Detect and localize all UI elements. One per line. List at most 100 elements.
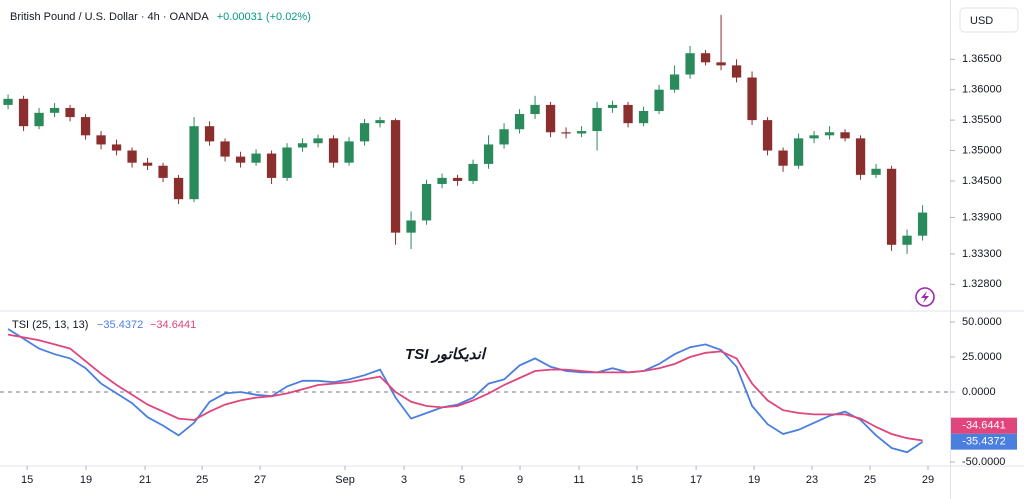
candle-body — [359, 123, 370, 142]
value-badge-label: -35.4372 — [962, 436, 1005, 448]
x-tick-label: 19 — [80, 474, 92, 486]
candle-body — [406, 220, 416, 233]
alert-icon[interactable] — [915, 287, 935, 307]
x-tick-label: 3 — [401, 474, 407, 486]
x-tick-label: 27 — [254, 474, 266, 486]
candle-body — [127, 150, 137, 163]
y-tick-label: 25.0000 — [962, 351, 1002, 363]
x-tick-label: 21 — [139, 474, 151, 486]
y-tick-label: 1.34500 — [962, 175, 1002, 187]
candle-body — [530, 104, 540, 115]
candle-body — [235, 156, 246, 163]
y-tick-label: 1.35500 — [962, 114, 1002, 126]
candle-body — [762, 120, 773, 151]
price-change: +0.00031 (+0.02%) — [217, 11, 311, 23]
candle-body — [840, 132, 850, 139]
candle-body — [917, 212, 928, 236]
candle-body — [158, 165, 168, 178]
candle-body — [49, 107, 60, 113]
y-tick-label: 1.35000 — [962, 144, 1002, 156]
candle-body — [220, 141, 230, 157]
alert-bolt — [921, 291, 929, 303]
x-tick-label: Sep — [335, 474, 355, 486]
x-tick-label: 25 — [864, 474, 876, 486]
y-tick-label: 1.33900 — [962, 211, 1002, 223]
candle-body — [142, 162, 153, 166]
candle-body — [809, 135, 819, 139]
candle-body — [468, 163, 478, 181]
candle-body — [607, 104, 618, 108]
candle-body — [297, 143, 308, 148]
candle-body — [189, 126, 199, 200]
y-tick-label: 1.32800 — [962, 278, 1002, 290]
candle-body — [266, 153, 277, 178]
indicator-line — [7, 328, 924, 454]
candle-body — [871, 168, 881, 175]
candle-body — [855, 138, 866, 175]
candle-body — [545, 104, 556, 133]
candle-body — [824, 132, 835, 136]
candle-body — [716, 62, 726, 66]
candle-body — [638, 110, 649, 124]
candle-body — [654, 89, 664, 111]
x-tick-label: 11 — [573, 474, 584, 486]
y-tick-label: 1.36500 — [962, 53, 1002, 65]
candle-body — [778, 150, 788, 166]
y-tick-label: 50.0000 — [962, 316, 1002, 328]
candle-body — [282, 147, 292, 178]
candle-body — [313, 138, 323, 144]
x-tick-label: 29 — [922, 474, 934, 486]
candle-body — [80, 117, 91, 136]
annotation: اندیکاتور TSI — [405, 346, 487, 363]
candle-body — [499, 129, 509, 145]
candle-body — [111, 144, 122, 151]
value-badge — [951, 417, 1017, 434]
candle-body — [18, 98, 29, 127]
candle-body — [576, 131, 587, 134]
x-tick-label: 17 — [690, 474, 702, 486]
y-tick-label: 1.36000 — [962, 84, 1002, 96]
x-tick-label: 5 — [459, 474, 465, 486]
symbol-title: British Pound / U.S. Dollar · 4h · OANDA — [10, 11, 209, 23]
candle-body — [421, 183, 432, 221]
candle-body — [452, 177, 463, 181]
currency-box[interactable] — [959, 7, 1019, 33]
currency: USD — [970, 15, 993, 27]
candle-body — [328, 138, 339, 163]
y-tick-label: 0.0000 — [962, 386, 996, 398]
value-badge-label: -34.6441 — [962, 420, 1005, 432]
x-tick-label: 9 — [517, 474, 523, 486]
candle-body — [902, 235, 912, 245]
x-tick-label: 19 — [748, 474, 760, 486]
candle-body — [561, 132, 571, 134]
candle-body — [96, 135, 106, 145]
candle-body — [731, 65, 742, 78]
candle-body — [34, 112, 44, 127]
candle-body — [390, 120, 401, 233]
candle-body — [514, 114, 525, 130]
y-tick-label: -50.0000 — [962, 456, 1005, 468]
x-tick-label: 23 — [806, 474, 818, 486]
value-badge — [951, 433, 1017, 450]
candle-body — [65, 107, 75, 118]
candle-body — [344, 141, 354, 163]
candle-body — [173, 177, 184, 200]
candle-body — [793, 138, 804, 166]
legend-value: −35.4372 — [97, 319, 143, 331]
candle-body — [623, 104, 633, 124]
x-tick-label: 15 — [631, 474, 643, 486]
indicator-line — [7, 333, 923, 442]
candle-body — [483, 144, 494, 164]
legend-value: −34.6441 — [150, 319, 196, 331]
alert-circle — [915, 287, 935, 307]
indicator-title: TSI (25, 13, 13) — [12, 319, 88, 331]
x-tick-label: 15 — [21, 474, 33, 486]
x-tick-label: 25 — [196, 474, 208, 486]
candle-body — [886, 168, 897, 245]
candle-body — [747, 77, 757, 121]
candle-body — [251, 153, 261, 163]
y-tick-label: 1.33300 — [962, 248, 1002, 260]
candle-body — [375, 120, 385, 124]
candle-body — [204, 126, 215, 142]
